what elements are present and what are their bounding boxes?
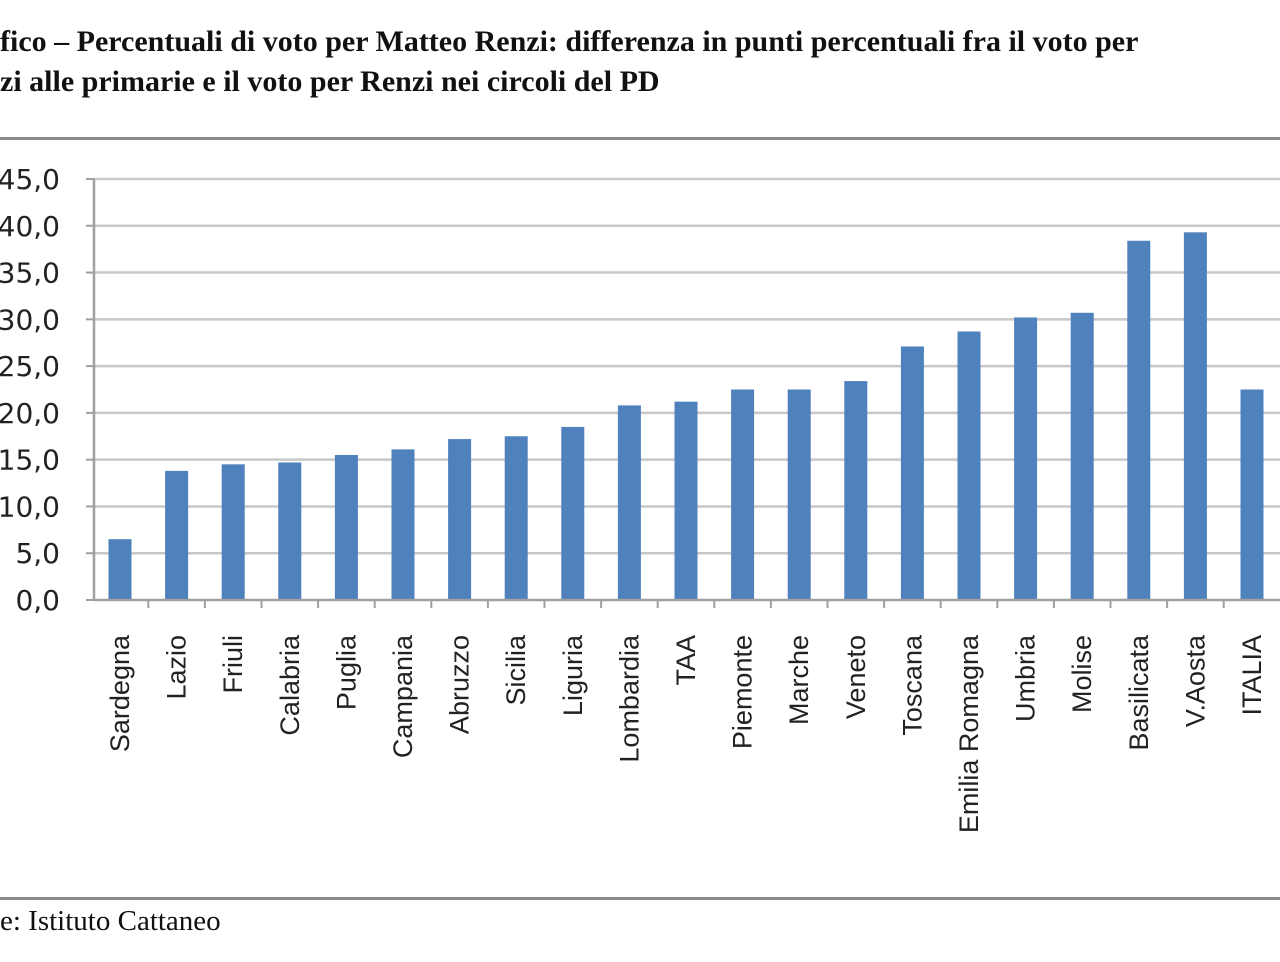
x-tick-label: Molise	[1067, 635, 1097, 713]
y-tick-label: 0,0	[15, 584, 60, 617]
x-axis-tick-labels: Sardegna Lazio Friuli Calabria Puglia Campani…	[105, 634, 1267, 833]
bar	[504, 436, 528, 600]
bottom-rule	[0, 897, 1280, 900]
chart-title: fico – Percentuali di voto per Matteo Re…	[0, 22, 1280, 102]
y-tick-label: 15,0	[0, 444, 60, 477]
bar	[448, 439, 472, 600]
x-tick-label: Liguria	[558, 634, 588, 716]
top-rule	[0, 137, 1280, 140]
bar-chart: 0,0 5,0 10,0 15,0 20,0 25,0 30,0 35,0 40,0 45,0 S…	[0, 163, 1280, 833]
bar	[674, 401, 698, 600]
bar	[617, 405, 641, 600]
x-tick-label: Veneto	[841, 635, 871, 719]
x-tick-label: Lazio	[162, 635, 192, 700]
bar	[787, 389, 811, 600]
bar	[844, 381, 868, 600]
bar	[1183, 232, 1207, 600]
bar	[731, 389, 755, 600]
x-tick-label: Calabria	[275, 634, 305, 736]
x-tick-label: Sardegna	[105, 634, 135, 752]
bar	[1240, 389, 1264, 600]
bars	[108, 232, 1264, 600]
y-tick-label: 40,0	[0, 210, 60, 243]
x-tick-label: Emilia Romagna	[954, 634, 984, 833]
bar	[1070, 312, 1094, 600]
y-tick-label: 45,0	[0, 163, 60, 196]
chart-title-line-1: fico – Percentuali di voto per Matteo Re…	[0, 25, 1139, 58]
bar	[165, 470, 189, 600]
x-tick-label: Puglia	[331, 634, 361, 710]
x-tick-label: Toscana	[897, 634, 927, 736]
bar	[1127, 240, 1151, 600]
x-tick-label: Piemonte	[728, 635, 758, 749]
x-tick-label: Basilicata	[1124, 634, 1154, 751]
x-tick-label: Marche	[784, 635, 814, 725]
bar	[108, 539, 132, 600]
bar	[957, 331, 981, 600]
y-axis-tick-labels: 0,0 5,0 10,0 15,0 20,0 25,0 30,0 35,0 40,0 45,0	[0, 163, 60, 617]
source-note: e: Istituto Cattaneo	[0, 905, 221, 937]
bar	[278, 462, 302, 600]
y-tick-label: 30,0	[0, 303, 60, 336]
y-tick-label: 10,0	[0, 490, 60, 523]
bar	[1014, 317, 1038, 600]
bar	[561, 426, 585, 600]
x-tick-label: Lombardia	[614, 634, 644, 763]
y-tick-label: 35,0	[0, 257, 60, 290]
y-tick-label: 25,0	[0, 350, 60, 383]
axes	[86, 178, 1280, 608]
x-tick-label: Campania	[388, 634, 418, 758]
x-tick-label: Friuli	[218, 635, 248, 694]
x-tick-label: Abruzzo	[445, 635, 475, 734]
x-tick-label: ITALIA	[1237, 635, 1267, 716]
x-tick-label: Sicilia	[501, 634, 531, 706]
x-tick-label: TAA	[671, 635, 701, 686]
x-tick-label: V.Aosta	[1180, 634, 1210, 727]
chart-title-line-2: zi alle primarie e il voto per Renzi nei…	[0, 65, 660, 98]
bar	[900, 346, 924, 600]
bar	[221, 464, 245, 600]
x-tick-label: Umbria	[1011, 634, 1041, 722]
y-tick-label: 20,0	[0, 397, 60, 430]
y-tick-label: 5,0	[15, 537, 60, 570]
bar	[334, 454, 358, 600]
bar	[391, 449, 415, 600]
